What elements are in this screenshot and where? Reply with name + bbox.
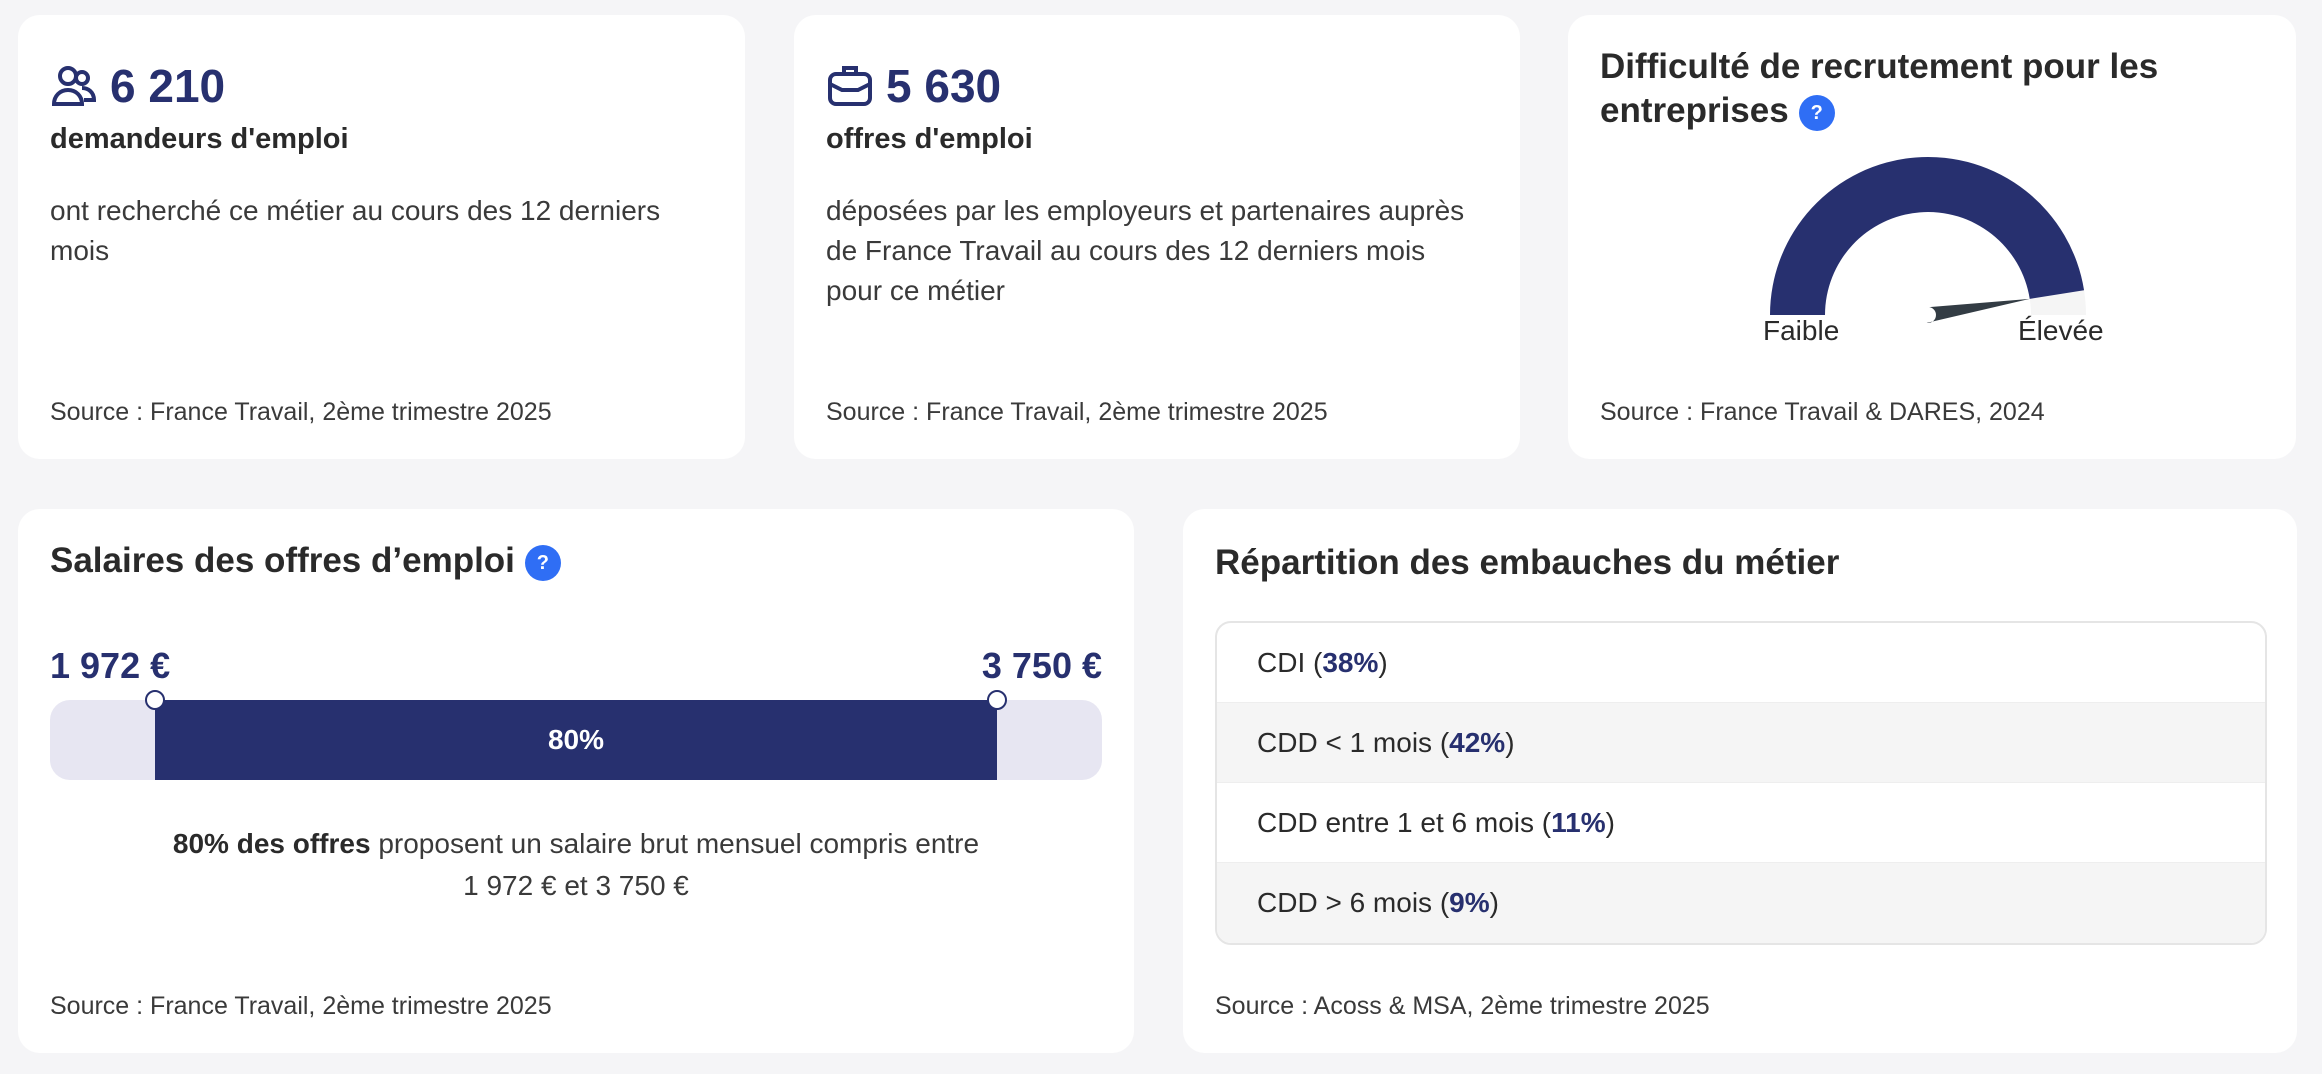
hire-row-cdd-1: CDD < 1 mois (42%)	[1217, 703, 2265, 783]
salary-range-fill: 80%	[145, 690, 1007, 780]
salary-summary: 80% des offres proposent un salaire brut…	[168, 823, 984, 907]
difficulty-gauge	[1770, 156, 2086, 323]
source: Source : France Travail & DARES, 2024	[1600, 398, 2045, 426]
max-handle	[986, 690, 1007, 710]
salaries-title: Salaires des offres d’emploi	[50, 541, 515, 580]
users-icon	[51, 66, 97, 106]
briefcase-icon	[828, 66, 872, 106]
job-offers-card: 5 630 offres d'emploi déposées par les e…	[794, 15, 1520, 459]
difficulty-card: Difficulté de recrutement pour les entre…	[1568, 15, 2296, 459]
source: Source : France Travail, 2ème trimestre …	[826, 398, 1328, 426]
source: Source : France Travail, 2ème trimestre …	[50, 992, 552, 1020]
salaries-card: Salaires des offres d’emploi? 1 972 € 3 …	[18, 509, 1134, 1053]
job-offers-label: offres d'emploi	[826, 123, 1033, 155]
salary-max: 3 750 €	[981, 645, 1102, 686]
job-seekers-count: 6 210	[110, 60, 226, 112]
summary-text: proposent un salaire brut mensuel compri…	[370, 828, 980, 901]
min-handle	[145, 690, 166, 710]
range-percent: 80%	[547, 724, 604, 755]
hire-row-cdd-6: CDD > 6 mois (9%)	[1217, 863, 2265, 943]
job-seekers-description: ont recherché ce métier au cours des 12 …	[50, 195, 661, 266]
difficulty-title: Difficulté de recrutement pour les entre…	[1600, 47, 2159, 130]
hires-card: Répartition des embauches du métier CDI …	[1183, 509, 2297, 1053]
low-label: Faible	[1763, 315, 1840, 346]
help-icon[interactable]: ?	[1798, 94, 1835, 131]
source: Source : France Travail, 2ème trimestre …	[50, 398, 552, 426]
source: Source : Acoss & MSA, 2ème trimestre 202…	[1215, 992, 1710, 1020]
job-offers-description: déposées par les employeurs et partenair…	[826, 195, 1465, 306]
salary-min: 1 972 €	[50, 645, 171, 686]
summary-bold: 80% des offres	[172, 828, 371, 859]
help-icon[interactable]: ?	[524, 544, 561, 581]
job-seekers-card: 6 210 demandeurs d'emploi ont recherché …	[18, 15, 745, 459]
job-offers-count: 5 630	[886, 60, 1002, 112]
hires-table: CDI (38%) CDD < 1 mois (42%) CDD entre 1…	[1215, 621, 2267, 945]
job-seekers-label: demandeurs d'emploi	[50, 123, 349, 155]
hire-row-cdd-1-6: CDD entre 1 et 6 mois (11%)	[1217, 783, 2265, 863]
salary-range-bar: 80%	[50, 690, 1102, 780]
high-label: Élevée	[2018, 315, 2104, 346]
hires-title: Répartition des embauches du métier	[1215, 543, 1840, 582]
hire-row-cdi: CDI (38%)	[1217, 623, 2265, 703]
